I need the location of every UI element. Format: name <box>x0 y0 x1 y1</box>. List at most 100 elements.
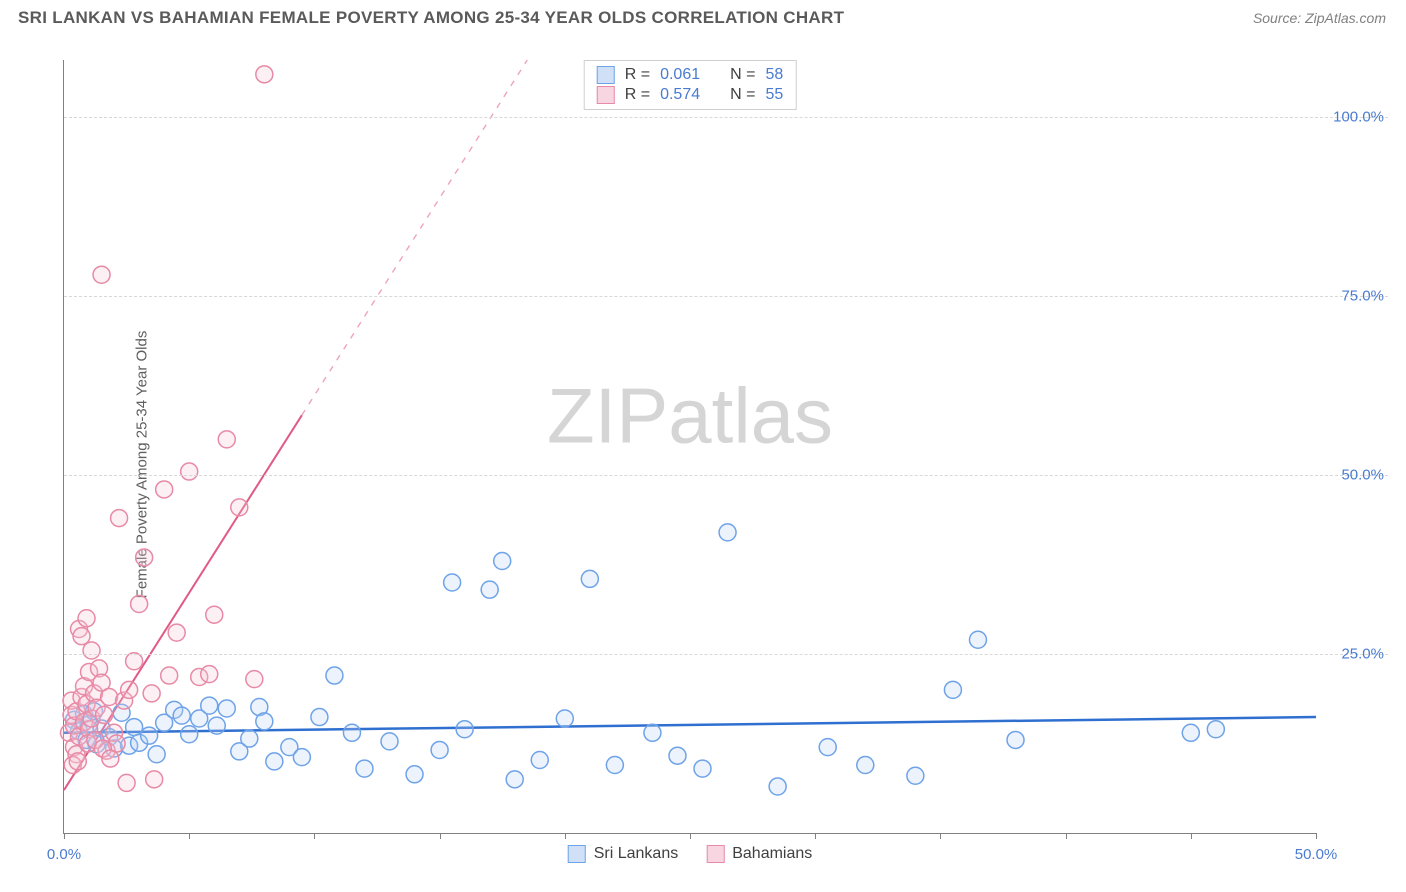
data-point <box>256 713 273 730</box>
data-point <box>1182 724 1199 741</box>
y-tick-label: 50.0% <box>1341 467 1384 484</box>
x-tick <box>940 833 941 839</box>
correlation-legend: R =0.061N =58R =0.574N =55 <box>584 60 797 110</box>
data-point <box>69 753 86 770</box>
legend-swatch <box>706 845 724 863</box>
x-tick-label: 0.0% <box>47 846 81 863</box>
chart-container: Female Poverty Among 25-34 Year Olds ZIP… <box>18 38 1388 874</box>
x-tick <box>815 833 816 839</box>
data-point <box>311 709 328 726</box>
data-point <box>218 431 235 448</box>
x-tick <box>189 833 190 839</box>
n-label: N = <box>730 86 755 104</box>
y-tick-label: 100.0% <box>1333 109 1384 126</box>
x-tick <box>314 833 315 839</box>
data-point <box>146 771 163 788</box>
data-point <box>241 730 258 747</box>
r-value: 0.574 <box>660 86 700 104</box>
data-point <box>121 681 138 698</box>
legend-swatch <box>568 845 586 863</box>
r-value: 0.061 <box>660 66 700 84</box>
data-point <box>201 697 218 714</box>
data-point <box>907 767 924 784</box>
data-point <box>246 671 263 688</box>
data-point <box>156 481 173 498</box>
data-point <box>131 595 148 612</box>
data-point <box>381 733 398 750</box>
data-point <box>118 774 135 791</box>
data-point <box>266 753 283 770</box>
r-label: R = <box>625 86 650 104</box>
data-point <box>581 570 598 587</box>
data-point <box>719 524 736 541</box>
y-tick-label: 75.0% <box>1341 288 1384 305</box>
data-point <box>857 757 874 774</box>
data-point <box>218 700 235 717</box>
data-point <box>181 726 198 743</box>
data-point <box>456 721 473 738</box>
data-point <box>148 746 165 763</box>
data-point <box>136 549 153 566</box>
data-point <box>83 642 100 659</box>
data-point <box>96 706 113 723</box>
x-tick <box>64 833 65 839</box>
data-point <box>161 667 178 684</box>
data-point <box>406 766 423 783</box>
x-tick <box>690 833 691 839</box>
data-point <box>73 628 90 645</box>
data-point <box>669 747 686 764</box>
plot-area: ZIPatlas R =0.061N =58R =0.574N =55 Sri … <box>63 60 1316 834</box>
legend-swatch <box>597 66 615 84</box>
data-point <box>694 760 711 777</box>
data-point <box>93 266 110 283</box>
data-point <box>1207 721 1224 738</box>
legend-label: Sri Lankans <box>594 845 679 863</box>
data-point <box>356 760 373 777</box>
data-point <box>944 681 961 698</box>
x-tick-label: 50.0% <box>1295 846 1338 863</box>
data-point <box>556 710 573 727</box>
data-point <box>78 610 95 627</box>
legend-row: R =0.061N =58 <box>597 65 784 85</box>
y-tick-label: 25.0% <box>1341 646 1384 663</box>
gridline <box>64 654 1388 655</box>
data-point <box>1007 731 1024 748</box>
data-point <box>326 667 343 684</box>
data-point <box>494 553 511 570</box>
data-point <box>231 499 248 516</box>
series-legend: Sri Lankans Bahamians <box>568 845 813 863</box>
data-point <box>431 741 448 758</box>
legend-item: Sri Lankans <box>568 845 679 863</box>
gridline <box>64 117 1388 118</box>
data-point <box>293 749 310 766</box>
data-point <box>126 653 143 670</box>
data-point <box>819 739 836 756</box>
n-label: N = <box>730 66 755 84</box>
gridline <box>64 475 1388 476</box>
data-point <box>343 724 360 741</box>
data-point <box>606 757 623 774</box>
data-point <box>531 751 548 768</box>
data-point <box>481 581 498 598</box>
chart-title: SRI LANKAN VS BAHAMIAN FEMALE POVERTY AM… <box>18 8 844 28</box>
data-point <box>173 707 190 724</box>
data-point <box>769 778 786 795</box>
legend-swatch <box>597 86 615 104</box>
gridline <box>64 296 1388 297</box>
source-attribution: Source: ZipAtlas.com <box>1253 10 1386 26</box>
data-point <box>141 727 158 744</box>
x-tick <box>1191 833 1192 839</box>
data-point <box>181 463 198 480</box>
data-point <box>969 631 986 648</box>
data-point <box>126 719 143 736</box>
x-tick <box>1316 833 1317 839</box>
n-value: 55 <box>765 86 783 104</box>
legend-label: Bahamians <box>732 845 812 863</box>
data-point <box>506 771 523 788</box>
x-tick <box>1066 833 1067 839</box>
data-point <box>201 666 218 683</box>
x-tick <box>440 833 441 839</box>
data-point <box>644 724 661 741</box>
data-point <box>102 750 119 767</box>
data-point <box>143 685 160 702</box>
